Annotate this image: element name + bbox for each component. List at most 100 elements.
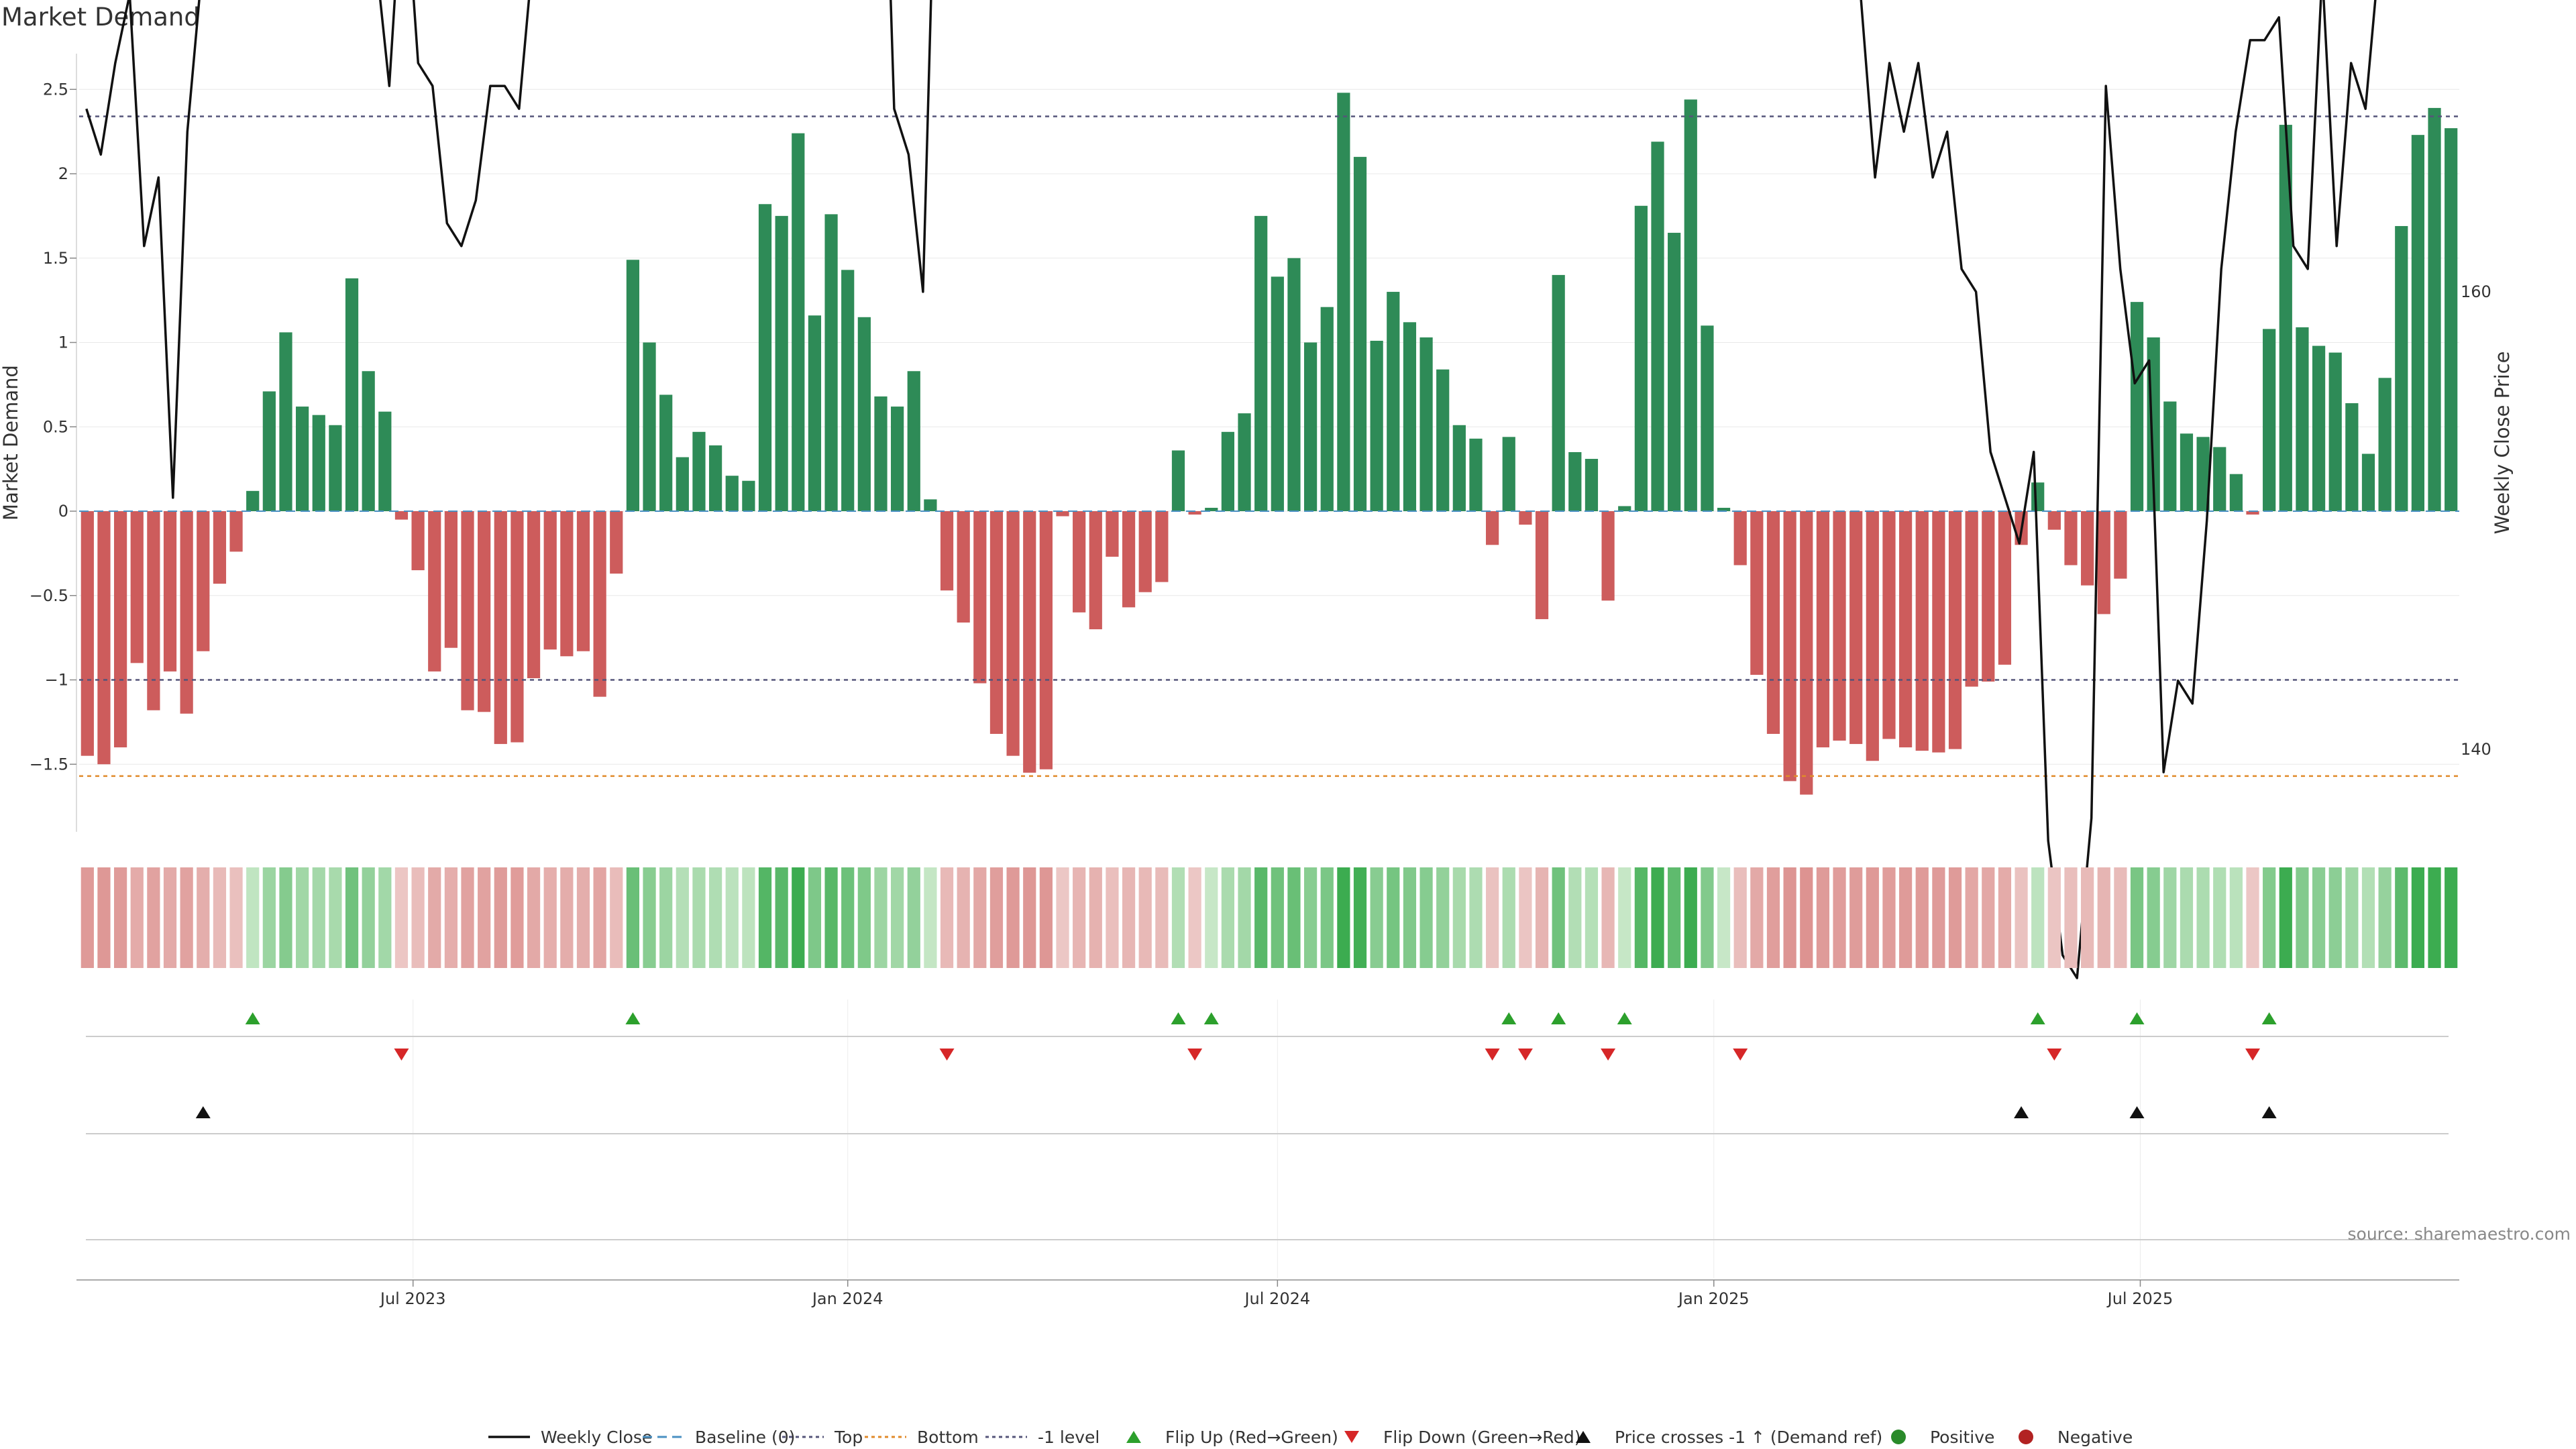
flip-down-marker: [1187, 1049, 1203, 1061]
y2-tick-label: 140: [2461, 740, 2491, 759]
heat-cell: [824, 867, 838, 968]
heat-cell: [2246, 867, 2259, 968]
legend-item: -1 level: [985, 1428, 1099, 1447]
demand-bar: [1138, 511, 1152, 592]
demand-bar: [1238, 413, 1251, 511]
demand-bar: [1452, 425, 1466, 511]
heat-cell: [1056, 867, 1069, 968]
demand-bar: [1106, 511, 1119, 557]
demand-bar: [2395, 225, 2408, 511]
demand-bar: [824, 214, 838, 511]
demand-heat-strip: [80, 867, 2458, 968]
y-tick-label: 0: [58, 502, 68, 521]
heat-cell: [2081, 867, 2094, 968]
demand-bar: [560, 511, 574, 657]
legend-label: Positive: [1930, 1428, 1994, 1447]
heat-cell: [1122, 867, 1136, 968]
heat-cell: [478, 867, 491, 968]
legend-item: Baseline (0): [643, 1428, 795, 1447]
y-axis-label: Market Demand: [0, 365, 22, 521]
heat-cell: [147, 867, 160, 968]
heat-cell: [1155, 867, 1169, 968]
heat-cell: [378, 867, 392, 968]
legend-item: Price crosses -1 ↑ (Demand ref): [1576, 1428, 1882, 1447]
demand-bar: [659, 394, 673, 511]
demand-bar: [1436, 369, 1450, 511]
demand-bar: [428, 511, 441, 672]
heat-cell: [1535, 867, 1549, 968]
demand-bar: [940, 511, 954, 591]
x-tick-label: Jan 2025: [1677, 1289, 1750, 1308]
demand-bar: [841, 270, 855, 511]
heat-cell: [576, 867, 590, 968]
heat-cell: [2312, 867, 2326, 968]
heat-cell: [1733, 867, 1747, 968]
weekly-close-line: [85, 0, 2377, 979]
demand-bar: [312, 415, 325, 511]
heat-cell: [2411, 867, 2425, 968]
heat-cell: [262, 867, 276, 968]
demand-bar: [792, 133, 805, 511]
demand-bar: [2246, 511, 2259, 515]
heat-cell: [1816, 867, 1830, 968]
chart-title: Market Demand: [1, 3, 200, 32]
flip-up-marker: [1617, 1012, 1632, 1024]
heat-cell: [2279, 867, 2292, 968]
heat-cell: [1419, 867, 1433, 968]
demand-bar: [874, 396, 888, 511]
heat-cell: [1668, 867, 1681, 968]
heat-cell: [1089, 867, 1102, 968]
demand-bar: [1882, 511, 1896, 739]
reference-lines: [79, 115, 2459, 777]
demand-bar: [2428, 107, 2441, 512]
legend-label: -1 level: [1038, 1428, 1099, 1447]
heat-cell: [2296, 867, 2309, 968]
demand-bar: [1254, 215, 1268, 511]
demand-bar: [1370, 340, 1383, 511]
heat-cell: [1353, 867, 1367, 968]
heat-cell: [957, 867, 970, 968]
demand-bar: [2378, 378, 2392, 511]
demand-bar: [1171, 450, 1185, 511]
demand-bar: [378, 411, 392, 511]
demand-bar: [775, 215, 788, 511]
heat-cell: [841, 867, 855, 968]
legend: Weekly Close Baseline (0) Top Bottom -1 leve…: [488, 1428, 2133, 1447]
demand-bar: [1303, 342, 1318, 511]
demand-bar: [262, 391, 276, 511]
heat-cell: [725, 867, 739, 968]
demand-bar: [1800, 511, 1813, 795]
demand-bar: [626, 260, 640, 511]
demand-bar: [2031, 482, 2045, 511]
legend-item: Bottom: [865, 1428, 979, 1447]
heat-cell: [543, 867, 557, 968]
heat-cell: [907, 867, 920, 968]
demand-bar: [296, 407, 309, 511]
heat-cell: [1717, 867, 1731, 968]
demand-bar: [494, 511, 507, 745]
demand-bar: [2296, 327, 2309, 511]
flip-up-marker: [2129, 1012, 2145, 1024]
demand-bar: [2312, 345, 2326, 511]
demand-bar: [1668, 233, 1681, 511]
flip-up-marker: [1551, 1012, 1566, 1024]
demand-bar: [2213, 447, 2226, 511]
heat-cell: [758, 867, 772, 968]
demand-bar: [1601, 511, 1615, 601]
demand-bar: [394, 511, 409, 520]
heat-cell: [1965, 867, 1978, 968]
demand-bar: [2081, 511, 2094, 586]
flip-down-marker: [1733, 1049, 1748, 1061]
demand-bar: [1998, 511, 2012, 665]
demand-bar: [478, 511, 491, 712]
heat-cell: [1320, 867, 1334, 968]
heat-cell: [659, 867, 673, 968]
heat-cell: [1634, 867, 1648, 968]
heat-cell: [924, 867, 937, 968]
heat-cell: [560, 867, 574, 968]
demand-bar: [643, 342, 656, 511]
heat-cell: [1783, 867, 1796, 968]
y2-tick-label: 160: [2461, 282, 2491, 301]
heat-cell: [1138, 867, 1152, 968]
demand-bar: [1320, 307, 1334, 511]
